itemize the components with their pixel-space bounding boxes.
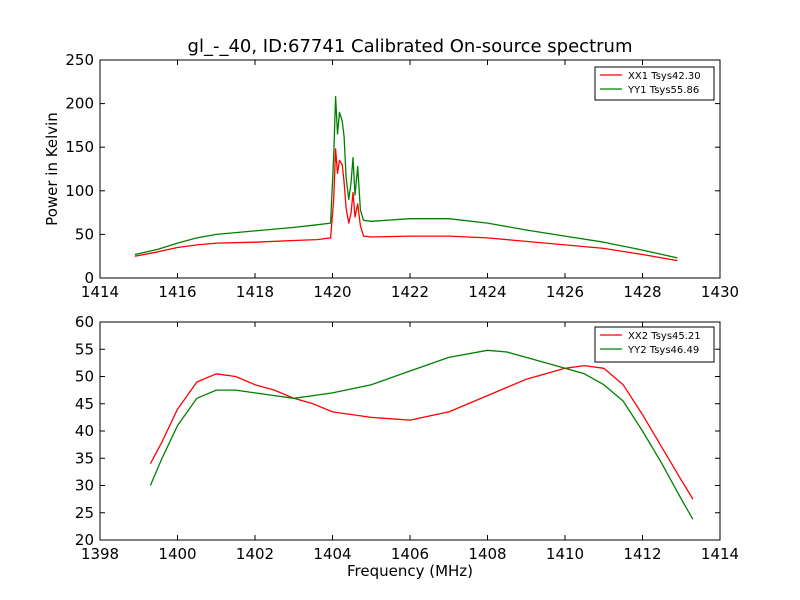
x-tick-label: 1414	[81, 283, 119, 301]
y-tick-label: 150	[65, 138, 94, 156]
x-tick-label: 1412	[623, 545, 661, 563]
x-tick-label: 1406	[391, 545, 429, 563]
x-axis-label: Frequency (MHz)	[347, 562, 473, 580]
top-legend: XX1 Tsys42.30 YY1 Tsys55.86	[594, 66, 715, 101]
legend-box	[594, 326, 715, 363]
x-tick-label: 1430	[701, 283, 739, 301]
y-tick-label: 0	[84, 269, 94, 287]
bottom-spectrum-chart: Frequency (MHz) 1398 1400 1402 1404 1406 1408…	[75, 313, 739, 580]
x-tick-label: 1428	[623, 283, 661, 301]
x-tick-label: 1414	[701, 545, 739, 563]
x-tick-label: 1416	[158, 283, 196, 301]
top-axis-ticks: 1414 1416 1418 1420 1422 1424 1426 1428 1430 0 50 1…	[65, 51, 739, 301]
x-tick-label: 1400	[158, 545, 196, 563]
y-tick-label: 50	[75, 368, 94, 386]
x-tick-label: 1418	[236, 283, 274, 301]
y-tick-label: 50	[75, 225, 94, 243]
x-tick-label: 1420	[313, 283, 351, 301]
legend-label: XX1 Tsys42.30	[628, 71, 701, 82]
series-line-xx	[134, 148, 678, 262]
x-tick-label: 1398	[81, 545, 119, 563]
y-tick-label: 250	[65, 51, 94, 69]
x-tick-label: 1422	[391, 283, 429, 301]
legend-label: XX2 Tsys45.21	[628, 331, 701, 342]
y-tick-label: 30	[75, 477, 94, 495]
y-tick-label: 20	[75, 531, 94, 549]
top-plot-frame	[99, 59, 721, 279]
legend-box	[594, 66, 715, 101]
y-tick-label: 45	[75, 395, 94, 413]
x-tick-label: 1426	[546, 283, 584, 301]
series-line-yy	[149, 349, 694, 520]
series-line-yy	[134, 95, 678, 259]
x-tick-label: 1424	[468, 283, 506, 301]
series-line-xx	[149, 364, 694, 500]
x-tick-label: 1410	[546, 545, 584, 563]
x-tick-label: 1402	[236, 545, 274, 563]
y-tick-label: 40	[75, 422, 94, 440]
chart-title: gl_-_40, ID:67741 Calibrated On-source s…	[188, 36, 633, 57]
top-spectrum-chart: gl_-_40, ID:67741 Calibrated On-source s…	[43, 36, 739, 301]
y-tick-label: 25	[75, 504, 94, 522]
legend-label: YY2 Tsys46.49	[627, 345, 699, 356]
bottom-legend: XX2 Tsys45.21 YY2 Tsys46.49	[594, 326, 715, 363]
y-tick-label: 35	[75, 449, 94, 467]
y-tick-label: 55	[75, 340, 94, 358]
y-tick-label: 200	[65, 95, 94, 113]
y-tick-label: 60	[75, 313, 94, 331]
x-tick-label: 1404	[313, 545, 351, 563]
y-tick-label: 100	[65, 182, 94, 200]
bottom-axis-ticks: 1398 1400 1402 1404 1406 1408 1410 1412 1414 20 25…	[75, 313, 739, 563]
y-axis-label: Power in Kelvin	[43, 112, 61, 226]
bottom-plot-frame	[99, 321, 721, 541]
bottom-series-lines	[149, 349, 694, 520]
x-tick-label: 1408	[468, 545, 506, 563]
legend-label: YY1 Tsys55.86	[627, 85, 699, 96]
top-series-lines	[134, 95, 678, 262]
